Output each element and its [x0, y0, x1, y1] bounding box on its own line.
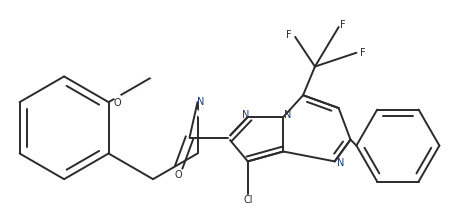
Text: O: O	[175, 170, 183, 180]
Text: Cl: Cl	[243, 195, 253, 205]
Text: N: N	[242, 110, 249, 120]
Text: N: N	[337, 158, 344, 168]
Text: F: F	[286, 30, 292, 40]
Text: F: F	[340, 20, 345, 30]
Text: N: N	[284, 110, 291, 120]
Text: O: O	[114, 98, 121, 108]
Text: N: N	[197, 97, 204, 107]
Text: F: F	[360, 48, 365, 58]
